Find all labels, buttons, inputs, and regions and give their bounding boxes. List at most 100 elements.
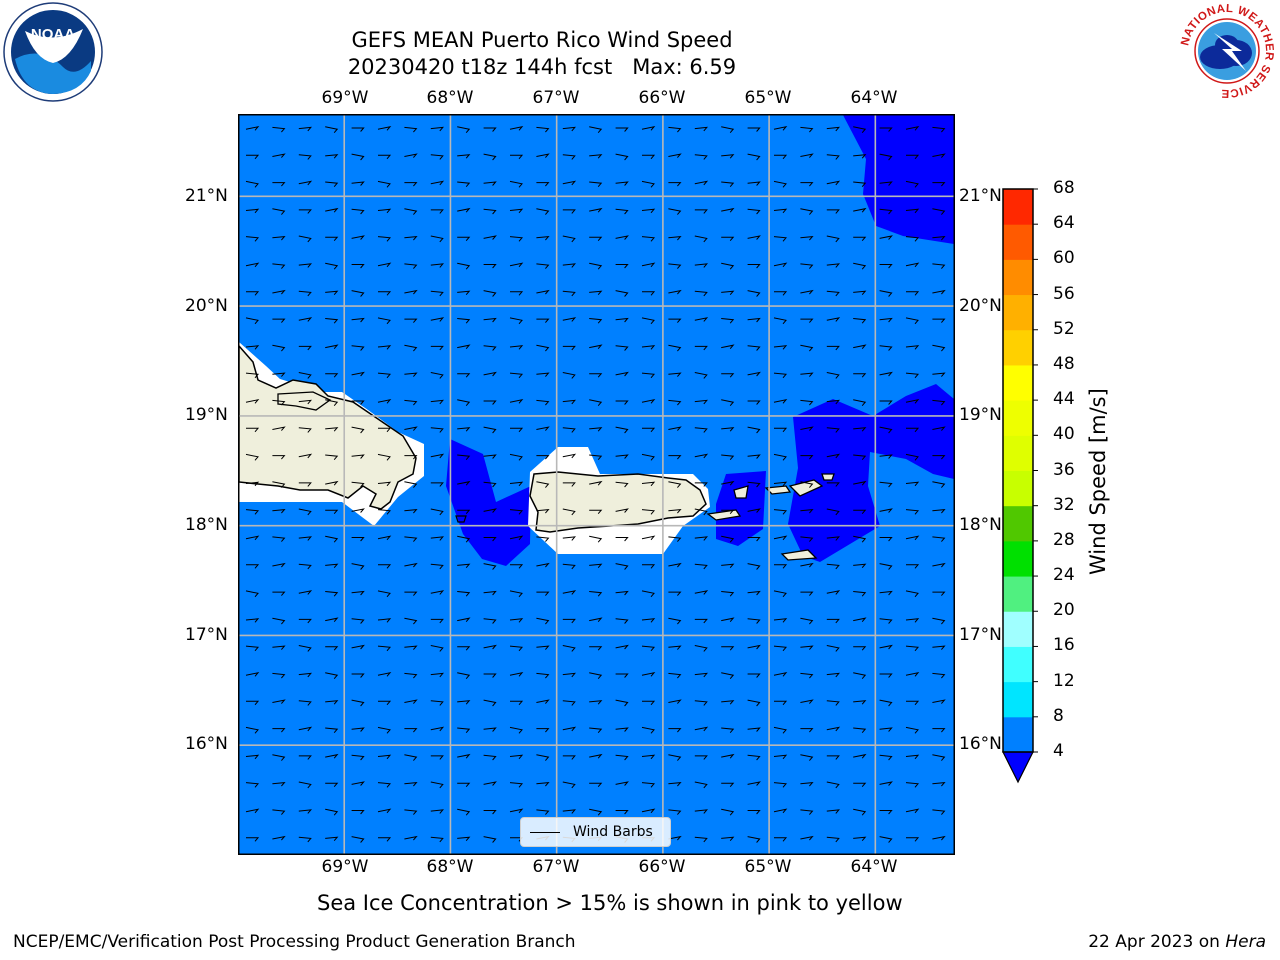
wind-barb bbox=[668, 263, 682, 269]
wind-barb bbox=[641, 808, 656, 814]
wind-barb bbox=[879, 563, 893, 570]
colorbar-tick-label: 32 bbox=[1053, 494, 1075, 515]
wind-barb bbox=[562, 154, 576, 160]
wind-barb bbox=[536, 426, 550, 431]
wind-barb bbox=[615, 508, 629, 513]
wind-barb bbox=[747, 590, 761, 596]
wind-barb bbox=[905, 126, 920, 131]
wind-barb bbox=[509, 535, 524, 541]
wind-barb bbox=[641, 372, 656, 379]
wind-barb bbox=[298, 645, 312, 652]
wind-barb bbox=[800, 263, 814, 269]
wind-barb bbox=[510, 700, 524, 706]
wind-barb bbox=[457, 646, 471, 651]
wind-barb bbox=[853, 399, 867, 407]
wind-barb bbox=[694, 372, 708, 379]
wind-barb bbox=[483, 426, 497, 434]
wind-barb bbox=[668, 728, 682, 733]
wind-barb bbox=[562, 317, 577, 322]
wind-barb bbox=[404, 699, 418, 704]
wind-barb bbox=[589, 454, 603, 461]
wind-barb bbox=[694, 590, 709, 595]
wind-barb bbox=[932, 318, 946, 323]
wind-barb bbox=[800, 699, 814, 704]
chart-subtitle: 20230420 t18z 144h fcst Max: 6.59 bbox=[347, 55, 737, 79]
wind-barb bbox=[430, 427, 444, 433]
wind-barb bbox=[694, 209, 708, 214]
wind-barb bbox=[325, 480, 339, 486]
lat-tick-left: 16°N bbox=[185, 734, 228, 754]
wind-barb bbox=[721, 181, 735, 188]
colorbar-band bbox=[1003, 470, 1033, 507]
wind-barb bbox=[668, 318, 682, 323]
wind-barb bbox=[377, 126, 392, 131]
wind-barb bbox=[589, 563, 603, 569]
lon-tick-top: 65°W bbox=[744, 88, 792, 108]
wind-barb bbox=[853, 509, 867, 515]
wind-barb bbox=[641, 481, 656, 487]
wind-barb bbox=[932, 481, 946, 488]
wind-barb bbox=[298, 453, 313, 459]
wind-barb bbox=[747, 836, 761, 843]
wind-barb bbox=[509, 726, 523, 734]
wind-barb bbox=[853, 535, 867, 543]
wind-barb bbox=[800, 591, 814, 596]
wind-barb bbox=[853, 454, 867, 461]
wind-barb bbox=[879, 754, 893, 761]
wind-barb bbox=[483, 345, 497, 351]
wind-barb bbox=[615, 644, 629, 650]
wind-barb bbox=[721, 154, 735, 159]
lat-tick-right: 17°N bbox=[959, 625, 1002, 645]
wind-barb bbox=[272, 699, 286, 704]
wind-barb bbox=[272, 289, 286, 295]
wind-barb bbox=[272, 182, 286, 187]
wind-barb bbox=[932, 344, 946, 352]
wind-barb bbox=[404, 728, 418, 733]
footer-date: 22 Apr 2023 on Hera bbox=[1088, 932, 1266, 952]
footer-credit: NCEP/EMC/Verification Post Processing Pr… bbox=[13, 932, 576, 952]
wind-barb bbox=[615, 590, 629, 596]
wind-barb bbox=[562, 235, 576, 243]
wind-barb bbox=[826, 235, 840, 243]
wind-barb bbox=[905, 808, 920, 814]
wind-barb bbox=[668, 372, 682, 377]
wind-barb bbox=[457, 290, 471, 296]
wind-barb bbox=[747, 563, 761, 570]
wind-barb bbox=[245, 726, 259, 734]
wind-barb bbox=[853, 154, 867, 159]
wind-barb bbox=[747, 235, 761, 240]
wind-barb bbox=[668, 645, 682, 650]
wind-barb bbox=[879, 264, 893, 269]
wind-barb bbox=[826, 345, 840, 351]
colorbar-label: Wind Speed [m/s] bbox=[1086, 388, 1110, 575]
wind-barb bbox=[351, 537, 365, 542]
wind-barb bbox=[641, 345, 656, 350]
wind-barb bbox=[905, 672, 920, 677]
wind-barb bbox=[430, 154, 444, 160]
wind-barb bbox=[853, 344, 867, 350]
wind-barb bbox=[853, 646, 867, 651]
wind-barb bbox=[905, 618, 920, 623]
wind-barb bbox=[351, 590, 365, 596]
wind-barb bbox=[747, 317, 761, 323]
wind-barb bbox=[510, 564, 524, 569]
wind-barb bbox=[747, 781, 761, 786]
colorbar-tick-label: 36 bbox=[1053, 459, 1075, 480]
wind-barb bbox=[298, 235, 312, 243]
wind-barb bbox=[694, 290, 708, 297]
wind-barb bbox=[826, 372, 840, 379]
wind-barb bbox=[509, 126, 524, 131]
wind-barb bbox=[509, 262, 524, 268]
wind-barb bbox=[430, 482, 444, 487]
wind-barb bbox=[879, 508, 893, 513]
wind-barb bbox=[404, 153, 418, 158]
wind-barb bbox=[430, 290, 444, 297]
wind-barb bbox=[430, 180, 445, 186]
colorbar-tick-label: 16 bbox=[1053, 635, 1075, 656]
wind-barb bbox=[879, 317, 893, 323]
wind-barb bbox=[879, 454, 893, 459]
wind-barb bbox=[615, 317, 629, 323]
wind-barb bbox=[377, 754, 392, 760]
wind-barb bbox=[826, 317, 841, 322]
wind-barb bbox=[457, 399, 471, 407]
